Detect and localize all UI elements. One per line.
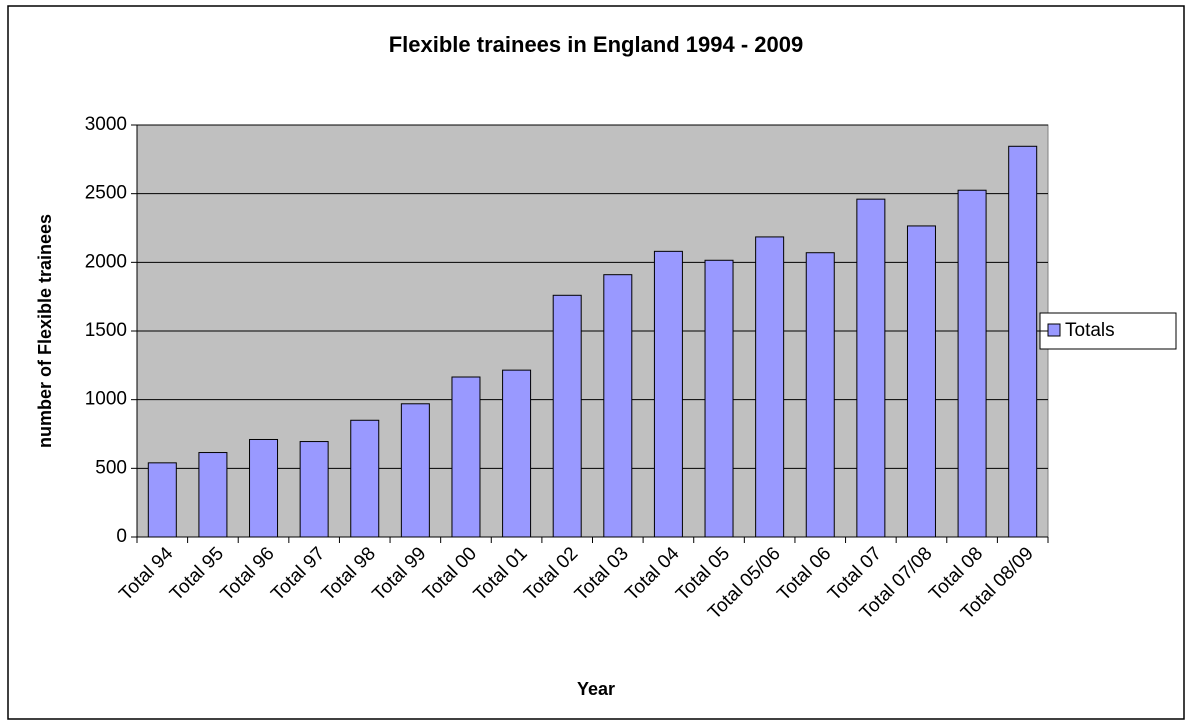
bar (350, 419, 380, 538)
chart-title: Flexible trainees in England 1994 - 2009 (389, 32, 804, 57)
bar (755, 236, 785, 538)
y-tick-label: 3000 (85, 114, 127, 135)
bar (198, 452, 228, 538)
bar (805, 252, 835, 538)
bar (957, 189, 987, 538)
bar (856, 198, 886, 538)
y-tick-label: 0 (116, 526, 127, 547)
bar (400, 403, 430, 538)
bar (249, 438, 279, 538)
legend: Totals (1039, 312, 1177, 350)
legend-swatch (1047, 323, 1061, 337)
legend-label: Totals (1065, 320, 1115, 341)
bar (299, 441, 329, 538)
y-tick-label: 1500 (85, 320, 127, 341)
y-axis-title: number of Flexible trainees (35, 214, 55, 448)
legend-box (1039, 312, 1177, 350)
bar (552, 294, 582, 538)
y-tick-label: 2500 (85, 183, 127, 204)
y-tick-label: 1000 (85, 389, 127, 410)
bar (147, 462, 177, 538)
bar (653, 250, 683, 538)
bar (502, 369, 532, 538)
y-tick-label: 2000 (85, 251, 127, 272)
bar (603, 274, 633, 538)
bar (1008, 145, 1038, 538)
x-axis-title: Year (577, 679, 615, 699)
bar (906, 225, 936, 538)
bar (704, 259, 734, 538)
y-tick-label: 500 (95, 457, 127, 478)
bar (451, 376, 481, 538)
